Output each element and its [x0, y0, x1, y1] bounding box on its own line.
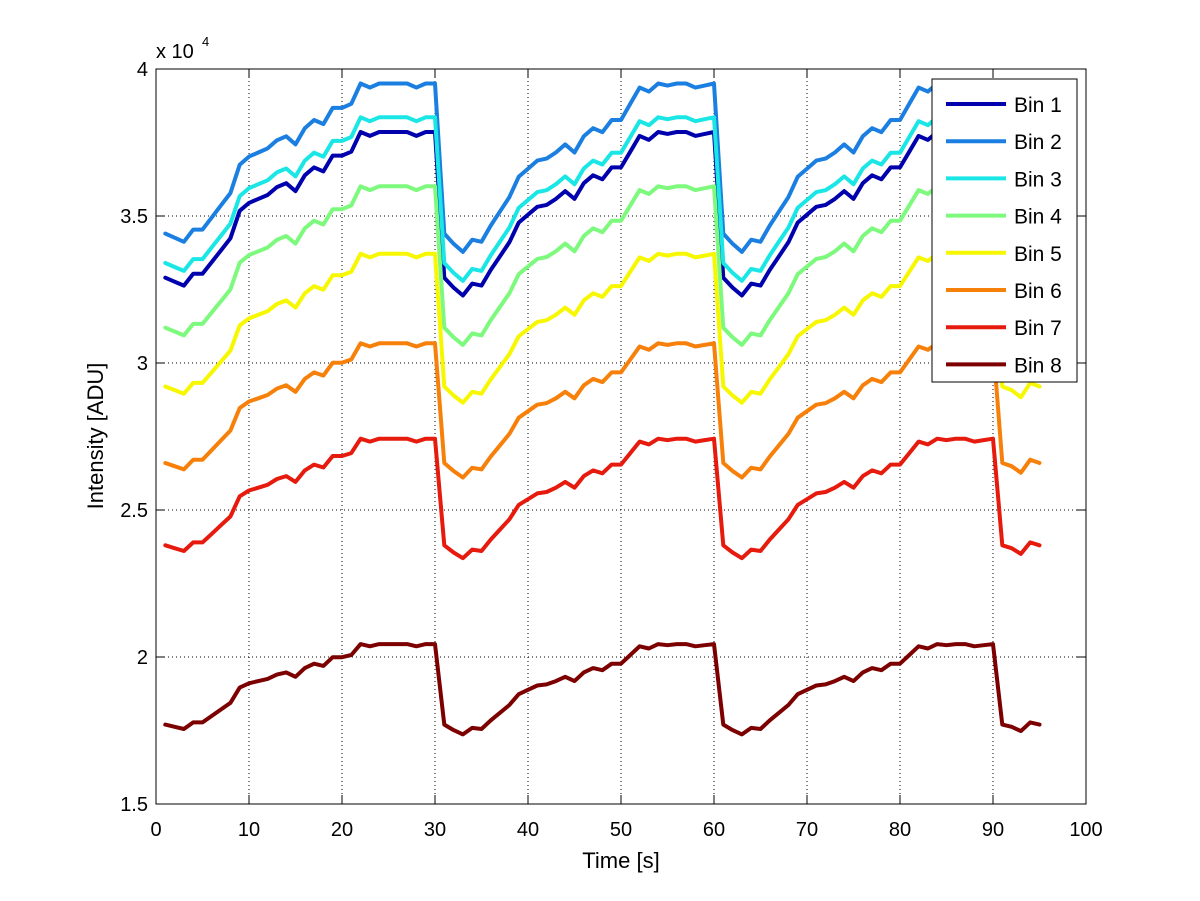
- legend-item-bin-2: Bin 2: [946, 131, 1062, 154]
- y-tick-label: 2.5: [120, 500, 148, 522]
- x-tick-label: 90: [982, 819, 1004, 841]
- legend-item-bin-6: Bin 6: [946, 280, 1062, 303]
- legend-label: Bin 1: [1014, 94, 1062, 117]
- y-axis-ticks: 1.5 2 2.5 3 3.5 4: [120, 59, 1086, 816]
- legend-label: Bin 4: [1014, 206, 1062, 229]
- legend-label: Bin 6: [1014, 280, 1062, 303]
- x-tick-label: 50: [610, 819, 632, 841]
- y-tick-label: 2: [137, 647, 148, 669]
- y-tick-label: 4: [137, 59, 148, 81]
- y-axis-label: Intensity [ADU]: [83, 363, 108, 510]
- legend-item-bin-8: Bin 8: [946, 354, 1062, 377]
- y-exponent-base: x 10: [156, 41, 194, 63]
- legend-item-bin-7: Bin 7: [946, 317, 1062, 340]
- x-axis-label: Time [s]: [582, 848, 659, 873]
- series-line-bin-2: [163, 81, 1042, 254]
- legend-label: Bin 3: [1014, 168, 1062, 191]
- series-line-bin-6: [163, 341, 1042, 480]
- legend-item-bin-4: Bin 4: [946, 206, 1062, 229]
- series-line-bin-1: [163, 130, 1042, 298]
- legend-item-bin-1: Bin 1: [946, 94, 1062, 117]
- x-tick-label: 70: [796, 819, 818, 841]
- series-line-bin-7: [163, 436, 1042, 561]
- x-tick-label: 80: [889, 819, 911, 841]
- x-tick-label: 60: [703, 819, 725, 841]
- series-line-bin-3: [163, 115, 1042, 283]
- y-tick-label: 3.5: [120, 206, 148, 228]
- y-exponent-power: 4: [202, 34, 209, 49]
- x-tick-label: 100: [1069, 819, 1102, 841]
- legend-label: Bin 8: [1014, 354, 1062, 377]
- legend-label: Bin 7: [1014, 317, 1062, 340]
- legend: Bin 1 Bin 2 Bin 3 Bin 4 Bin 5 Bin 6 Bin 7 Bin 8: [931, 78, 1078, 383]
- series-lines: [163, 81, 1042, 737]
- x-tick-label: 30: [424, 819, 446, 841]
- series-line-bin-4: [163, 184, 1042, 347]
- legend-item-bin-5: Bin 5: [946, 243, 1062, 266]
- legend-item-bin-3: Bin 3: [946, 168, 1062, 191]
- legend-label: Bin 2: [1014, 131, 1062, 154]
- series-line-bin-5: [163, 251, 1042, 405]
- y-tick-label: 1.5: [120, 794, 148, 816]
- x-tick-label: 40: [517, 819, 539, 841]
- x-tick-label: 20: [331, 819, 353, 841]
- y-tick-label: 3: [137, 353, 148, 375]
- series-line-bin-8: [163, 642, 1042, 737]
- x-axis-ticks: 0 10 20 30 40 50 60 70 80 90 100: [150, 69, 1103, 841]
- legend-label: Bin 5: [1014, 243, 1062, 266]
- x-tick-label: 0: [150, 819, 161, 841]
- y-exponent-label: x 10 4: [156, 34, 209, 63]
- x-tick-label: 10: [238, 819, 260, 841]
- legend-box: [931, 78, 1078, 383]
